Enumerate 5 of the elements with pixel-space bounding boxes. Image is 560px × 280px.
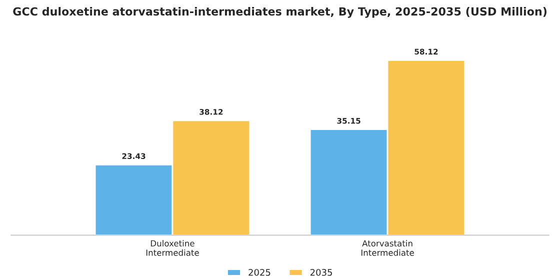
x-tick-label: Atorvastatin Intermediate [361,240,414,256]
x-tick-label: Duloxetine Intermediate [146,240,199,256]
legend-label: 2035 [310,268,332,276]
chart-title: GCC duloxetine atorvastatin-intermediates market, By Type, 2025-2035 (USD Million) [13,7,546,18]
legend-label: 2025 [248,268,270,276]
